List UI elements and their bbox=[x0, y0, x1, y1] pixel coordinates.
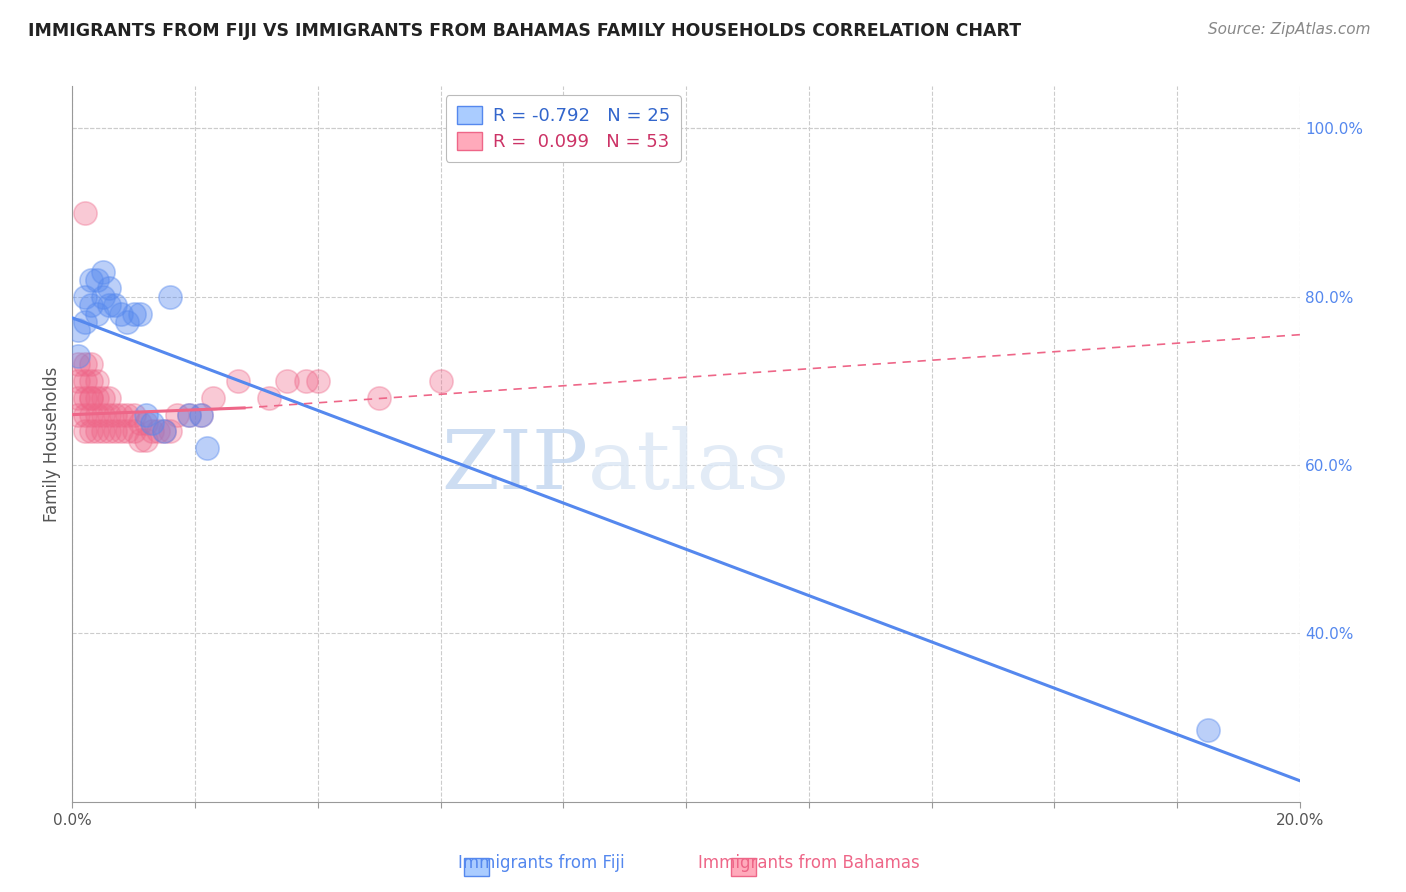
Point bbox=[190, 408, 212, 422]
Text: Source: ZipAtlas.com: Source: ZipAtlas.com bbox=[1208, 22, 1371, 37]
Point bbox=[276, 374, 298, 388]
Point bbox=[86, 425, 108, 439]
Point bbox=[67, 323, 90, 337]
Y-axis label: Family Households: Family Households bbox=[44, 367, 60, 522]
Point bbox=[73, 391, 96, 405]
Point bbox=[91, 264, 114, 278]
Point bbox=[294, 374, 316, 388]
Point bbox=[104, 425, 127, 439]
Point bbox=[86, 273, 108, 287]
Point bbox=[91, 408, 114, 422]
Point bbox=[67, 408, 90, 422]
Point bbox=[98, 391, 121, 405]
Point bbox=[307, 374, 329, 388]
Point bbox=[166, 408, 188, 422]
Point bbox=[429, 374, 451, 388]
Point bbox=[257, 391, 280, 405]
Point bbox=[190, 408, 212, 422]
Point bbox=[67, 374, 90, 388]
Point bbox=[153, 425, 176, 439]
Point bbox=[73, 315, 96, 329]
Point bbox=[79, 374, 101, 388]
Point bbox=[98, 425, 121, 439]
Point bbox=[79, 298, 101, 312]
Point bbox=[117, 408, 139, 422]
Point bbox=[73, 357, 96, 371]
Text: ZIP: ZIP bbox=[441, 425, 588, 506]
Point bbox=[104, 298, 127, 312]
Point bbox=[67, 391, 90, 405]
Point bbox=[86, 307, 108, 321]
Point bbox=[159, 425, 181, 439]
Point bbox=[98, 298, 121, 312]
Point bbox=[79, 357, 101, 371]
Point bbox=[79, 408, 101, 422]
Point bbox=[86, 408, 108, 422]
Point bbox=[79, 425, 101, 439]
Point bbox=[98, 408, 121, 422]
Point bbox=[67, 349, 90, 363]
Point bbox=[122, 408, 145, 422]
Point bbox=[117, 315, 139, 329]
Point bbox=[368, 391, 391, 405]
Point bbox=[104, 408, 127, 422]
Point bbox=[122, 425, 145, 439]
Point bbox=[110, 307, 132, 321]
Point bbox=[153, 425, 176, 439]
Point bbox=[73, 425, 96, 439]
Point bbox=[91, 391, 114, 405]
Point bbox=[159, 290, 181, 304]
Point bbox=[141, 416, 163, 430]
Point bbox=[128, 307, 150, 321]
Text: atlas: atlas bbox=[588, 425, 790, 506]
Text: IMMIGRANTS FROM FIJI VS IMMIGRANTS FROM BAHAMAS FAMILY HOUSEHOLDS CORRELATION CH: IMMIGRANTS FROM FIJI VS IMMIGRANTS FROM … bbox=[28, 22, 1021, 40]
Point bbox=[79, 391, 101, 405]
Point bbox=[128, 416, 150, 430]
Point bbox=[73, 205, 96, 219]
Point bbox=[110, 408, 132, 422]
Point bbox=[177, 408, 200, 422]
Point bbox=[128, 433, 150, 447]
Point bbox=[141, 425, 163, 439]
Point bbox=[195, 442, 218, 456]
Point bbox=[79, 391, 101, 405]
Point bbox=[202, 391, 225, 405]
Point bbox=[91, 290, 114, 304]
Point bbox=[73, 290, 96, 304]
Point bbox=[86, 374, 108, 388]
Point bbox=[86, 391, 108, 405]
Point bbox=[177, 408, 200, 422]
Point bbox=[1197, 723, 1219, 738]
Point bbox=[79, 273, 101, 287]
Point bbox=[73, 374, 96, 388]
Point bbox=[135, 433, 157, 447]
Point bbox=[226, 374, 249, 388]
Point bbox=[110, 425, 132, 439]
Point bbox=[117, 425, 139, 439]
Text: Immigrants from Bahamas: Immigrants from Bahamas bbox=[697, 855, 920, 872]
Point bbox=[122, 307, 145, 321]
Point bbox=[135, 416, 157, 430]
Point bbox=[148, 425, 170, 439]
Point bbox=[98, 281, 121, 295]
Point bbox=[91, 425, 114, 439]
Point bbox=[135, 408, 157, 422]
Legend: R = -0.792   N = 25, R =  0.099   N = 53: R = -0.792 N = 25, R = 0.099 N = 53 bbox=[446, 95, 681, 161]
Point bbox=[73, 408, 96, 422]
Text: Immigrants from Fiji: Immigrants from Fiji bbox=[458, 855, 624, 872]
Point bbox=[67, 357, 90, 371]
